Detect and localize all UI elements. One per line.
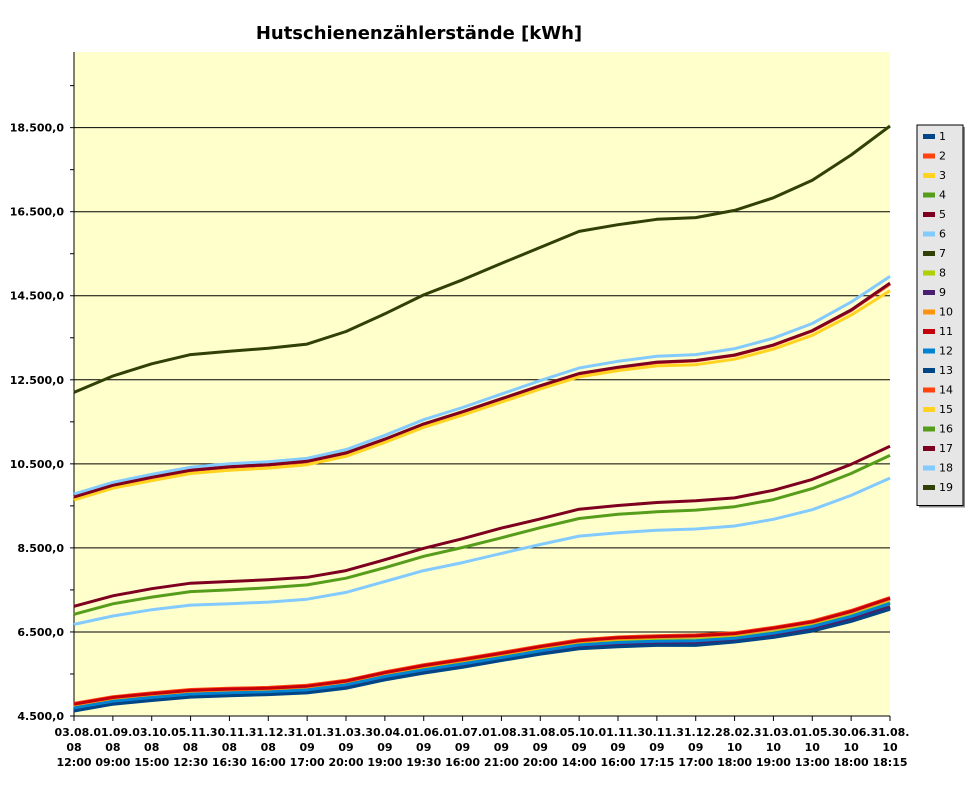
x-tick-label: 28.02. 10 18:00 xyxy=(715,726,754,769)
series-line-18 xyxy=(73,476,891,626)
legend-label: 5 xyxy=(939,208,946,221)
y-tick-label: 12.500,0 xyxy=(10,374,65,387)
x-tick-label: 05.10. 09 14:00 xyxy=(560,726,599,769)
y-tick-label: 14.500,0 xyxy=(10,290,65,303)
series-line-13 xyxy=(73,607,891,713)
legend-swatch xyxy=(923,290,935,295)
x-tick-label: 31.03. 09 20:00 xyxy=(327,726,366,769)
y-tick-label: 16.500,0 xyxy=(10,206,65,219)
x-tick-label: 31.01. 09 17:00 xyxy=(288,726,327,769)
legend-label: 13 xyxy=(939,364,953,377)
y-tick-label: 10.500,0 xyxy=(10,458,65,471)
x-tick-label: 31.08. 10 18:15 xyxy=(871,726,910,769)
legend-label: 6 xyxy=(939,228,946,241)
legend-swatch xyxy=(923,465,935,471)
legend-swatch xyxy=(923,446,935,451)
series-line-19 xyxy=(73,124,891,394)
x-tick-label: 01.06. 09 19:30 xyxy=(404,726,443,769)
legend-label: 3 xyxy=(939,169,946,182)
x-tick-label: 31.12. 09 17:00 xyxy=(676,726,715,769)
legend-swatch xyxy=(923,387,935,393)
legend-swatch xyxy=(923,173,935,178)
x-tick-label: 31.12. 08 16:00 xyxy=(249,726,288,769)
series-line-17 xyxy=(73,444,891,608)
x-tick-label: 01.11. 09 16:00 xyxy=(599,726,638,769)
legend-swatch xyxy=(923,134,935,139)
x-tick-label: 30.11. 08 16:30 xyxy=(210,726,249,769)
x-tick-label: 01.07. 09 16:00 xyxy=(443,726,482,769)
legend-swatch xyxy=(923,407,935,412)
legend-label: 4 xyxy=(939,189,946,202)
x-tick-label: 01.08. 09 21:00 xyxy=(482,726,521,769)
legend-swatch xyxy=(923,251,935,256)
x-tick-label: 30.11. 09 17:15 xyxy=(637,726,676,769)
x-tick-label: 01.09. 08 09:00 xyxy=(93,726,132,769)
x-tick-label: 03.10. 08 15:00 xyxy=(132,726,171,769)
series-line-15 xyxy=(73,289,891,502)
legend-swatch xyxy=(923,309,935,315)
legend-label: 11 xyxy=(939,325,953,338)
x-tick-label: 31.08. 09 20:00 xyxy=(521,726,560,769)
legend-label: 7 xyxy=(939,247,946,260)
legend-label: 17 xyxy=(939,442,953,455)
legend-label: 16 xyxy=(939,423,953,436)
legend-label: 8 xyxy=(939,267,946,280)
y-tick-label: 18.500,0 xyxy=(10,122,65,135)
x-tick-label: 31.03. 10 19:00 xyxy=(754,726,793,769)
x-tick-label: 30.04. 09 19:00 xyxy=(365,726,404,769)
legend-label: 15 xyxy=(939,403,953,416)
x-tick-label: 03.08. 08 12:00 xyxy=(55,726,94,769)
series-line-20 xyxy=(73,275,891,496)
legend-swatch xyxy=(923,348,935,354)
y-tick-label: 4.500,0 xyxy=(17,710,64,723)
legend-label: 14 xyxy=(939,384,953,397)
legend-swatch xyxy=(923,329,935,334)
y-tick-label: 8.500,0 xyxy=(17,542,64,555)
legend-label: 18 xyxy=(939,462,953,475)
legend-swatch xyxy=(923,153,935,159)
legend-swatch xyxy=(923,212,935,217)
legend-label: 2 xyxy=(939,150,946,163)
series-line-21 xyxy=(73,281,891,499)
legend-label: 10 xyxy=(939,306,953,319)
series-line-11 xyxy=(73,596,891,706)
x-tick-label: 01.05. 10 13:00 xyxy=(793,726,832,769)
series-line-16 xyxy=(73,454,891,616)
legend-label: 12 xyxy=(939,345,953,358)
legend-swatch xyxy=(923,485,935,490)
legend-swatch xyxy=(923,368,935,373)
x-tick-label: 05.11. 08 12:30 xyxy=(171,726,210,769)
y-tick-label: 6.500,0 xyxy=(17,626,64,639)
legend-label: 9 xyxy=(939,286,946,299)
legend-swatch xyxy=(923,426,935,432)
legend-label: 1 xyxy=(939,130,946,143)
legend-swatch xyxy=(923,270,935,276)
legend-swatch xyxy=(923,192,935,198)
legend-label: 19 xyxy=(939,481,953,494)
legend xyxy=(916,124,964,506)
series-line-12 xyxy=(73,601,891,710)
x-tick-label: 30.06. 10 18:00 xyxy=(832,726,871,769)
plot-area xyxy=(74,52,890,716)
chart-title: Hutschienenzählerstände [kWh] xyxy=(256,23,582,44)
legend-swatch xyxy=(923,231,935,237)
